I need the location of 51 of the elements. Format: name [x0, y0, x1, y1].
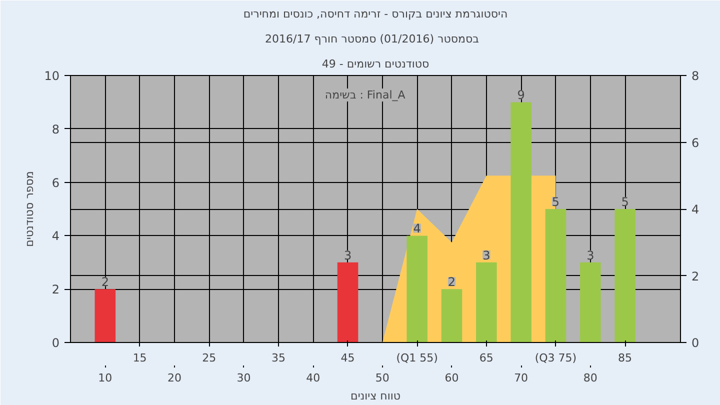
data-label: 5	[552, 195, 560, 209]
x-axis-title: טווח ציונים	[350, 390, 400, 402]
y2-tick-label: 4	[692, 202, 700, 216]
x-tick-label: 80	[583, 372, 598, 384]
y-tick-label: 10	[44, 69, 60, 83]
bar	[337, 262, 358, 342]
x-tick-label: 60	[444, 372, 459, 384]
data-label: 3	[344, 248, 352, 262]
y2-tick-label: 6	[692, 136, 700, 150]
data-label: 3	[482, 248, 490, 262]
x-tick-label: 45	[340, 352, 355, 364]
x-tick-label: (Q3 75)	[534, 352, 577, 364]
x-tick-label: 70	[514, 372, 528, 384]
y-tick-label: 2	[52, 282, 60, 297]
chart-subtitle: בסמסטר (01/2016) סמסטר חורף 2016/17	[265, 32, 480, 46]
data-label: 3	[586, 248, 594, 262]
y2-tick-label: 2	[692, 269, 700, 284]
x-tick-label: 15	[132, 352, 147, 364]
bar	[614, 209, 636, 342]
y-tick-label: 0	[52, 336, 60, 350]
x-tick-label: 40	[306, 372, 320, 384]
x-tick-label: 10	[98, 372, 112, 384]
text: סטודנטים רשומים - 49	[322, 58, 430, 70]
y-tick-label: 4	[52, 229, 60, 244]
bar	[406, 236, 428, 342]
y2-tick-label: 0	[692, 336, 700, 350]
annotation: בשימה : Final_A	[324, 88, 406, 102]
y-tick-label: 6	[52, 176, 60, 190]
data-label: 9	[517, 88, 525, 102]
y-axis-title: מספר סטודנטים	[23, 171, 36, 247]
x-tick-label: 65	[479, 352, 494, 364]
data-label: 4	[413, 222, 421, 236]
x-tick-label: 50	[375, 372, 390, 384]
y2-tick-label: 8	[692, 69, 700, 83]
bar	[580, 262, 601, 342]
bar	[94, 289, 116, 342]
x-tick-label: 20	[167, 372, 182, 384]
data-label: 2	[101, 275, 109, 290]
data-label: 5	[621, 195, 629, 209]
x-tick-label: 35	[271, 352, 286, 364]
bar	[545, 209, 566, 342]
x-tick-label: 25	[202, 352, 216, 364]
chart-title: היסטוגרמת ציונים בקורס - זרימה דחיסה, כונסים ומחירים	[243, 8, 508, 20]
bar	[476, 262, 497, 342]
x-tick-label: (Q1 55)	[396, 352, 438, 364]
x-tick-label: 30	[236, 372, 251, 384]
bar	[441, 289, 462, 342]
bar	[510, 102, 532, 342]
y-tick-label: 8	[52, 122, 60, 136]
x-tick-label: 85	[618, 352, 632, 364]
data-label: 2	[448, 275, 456, 290]
